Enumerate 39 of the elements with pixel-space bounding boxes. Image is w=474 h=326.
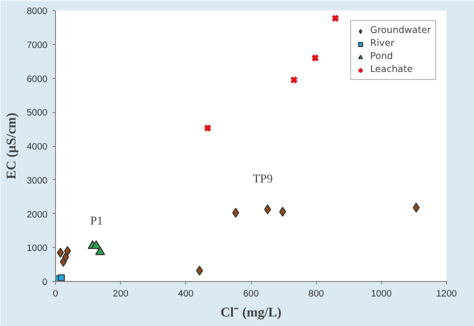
annotation: P1 (90, 213, 103, 228)
point (95, 246, 106, 256)
y-tick-label: 8000 (26, 6, 48, 16)
point (56, 248, 64, 258)
y-tick-label: 4000 (26, 142, 48, 152)
y-tick-label: 5000 (26, 108, 48, 118)
x-tick-label: 200 (112, 288, 128, 298)
y-tick-label: 6000 (26, 74, 48, 84)
legend-label: River (370, 38, 394, 49)
x-tick-label: 1000 (370, 288, 392, 298)
point (64, 246, 72, 256)
point (290, 76, 298, 84)
y-tick-label: 0 (42, 277, 48, 287)
x-tick-label: 800 (308, 288, 324, 298)
legend-label: Leachate (370, 64, 413, 75)
x-tick-label: 1200 (436, 288, 457, 298)
x-tick-label: 600 (243, 288, 259, 298)
point (91, 240, 102, 250)
x-tick-label: 400 (178, 288, 194, 298)
point (279, 206, 286, 217)
point (331, 14, 340, 22)
y-tick-label: 2000 (26, 209, 48, 220)
x-tick-label: 0 (52, 288, 58, 298)
point (196, 266, 204, 276)
point (62, 252, 70, 262)
legend-label: Pond (370, 51, 393, 62)
point (412, 202, 420, 213)
y-tick-label: 3000 (26, 175, 48, 186)
y-tick-label: 7000 (26, 40, 48, 50)
y-axis-title: EC (µS/cm) (4, 112, 19, 180)
point (58, 274, 65, 282)
point (232, 208, 240, 218)
legend-label: Groundwater (370, 25, 431, 36)
y-tick-label: 1000 (26, 243, 48, 254)
point (204, 124, 212, 132)
x-axis-title: Cl⁻ (mg/L) (220, 304, 282, 320)
point (311, 54, 320, 62)
point (264, 204, 272, 214)
annotation: TP9 (252, 171, 273, 186)
